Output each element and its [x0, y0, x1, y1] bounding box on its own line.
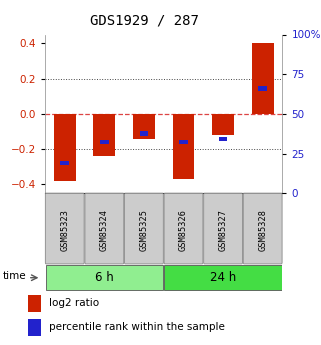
Text: time: time — [2, 272, 26, 281]
Text: GSM85327: GSM85327 — [219, 209, 228, 251]
FancyBboxPatch shape — [164, 193, 203, 264]
Bar — [93, 114, 115, 156]
Text: GDS1929 / 287: GDS1929 / 287 — [90, 14, 199, 28]
Text: GSM85323: GSM85323 — [60, 209, 69, 251]
Text: GSM85324: GSM85324 — [100, 209, 109, 251]
Text: GSM85325: GSM85325 — [139, 209, 148, 251]
Text: 24 h: 24 h — [210, 271, 236, 284]
Bar — [173, 114, 195, 179]
Bar — [212, 114, 234, 135]
Bar — [46, 265, 163, 290]
Bar — [219, 137, 228, 141]
FancyBboxPatch shape — [125, 193, 163, 264]
Bar — [252, 43, 273, 114]
Text: 6 h: 6 h — [95, 271, 114, 284]
Bar — [54, 114, 76, 181]
Text: GSM85328: GSM85328 — [258, 209, 267, 251]
Bar — [179, 140, 188, 144]
Text: log2 ratio: log2 ratio — [49, 298, 99, 308]
Bar — [60, 161, 69, 165]
Bar — [100, 140, 109, 144]
Bar — [164, 265, 282, 290]
Bar — [133, 114, 155, 139]
Bar — [28, 295, 41, 312]
Bar — [140, 131, 148, 136]
Bar — [258, 86, 267, 91]
FancyBboxPatch shape — [85, 193, 124, 264]
Text: percentile rank within the sample: percentile rank within the sample — [49, 322, 225, 332]
Text: GSM85326: GSM85326 — [179, 209, 188, 251]
FancyBboxPatch shape — [243, 193, 282, 264]
Bar — [28, 319, 41, 336]
FancyBboxPatch shape — [204, 193, 242, 264]
FancyBboxPatch shape — [45, 193, 84, 264]
